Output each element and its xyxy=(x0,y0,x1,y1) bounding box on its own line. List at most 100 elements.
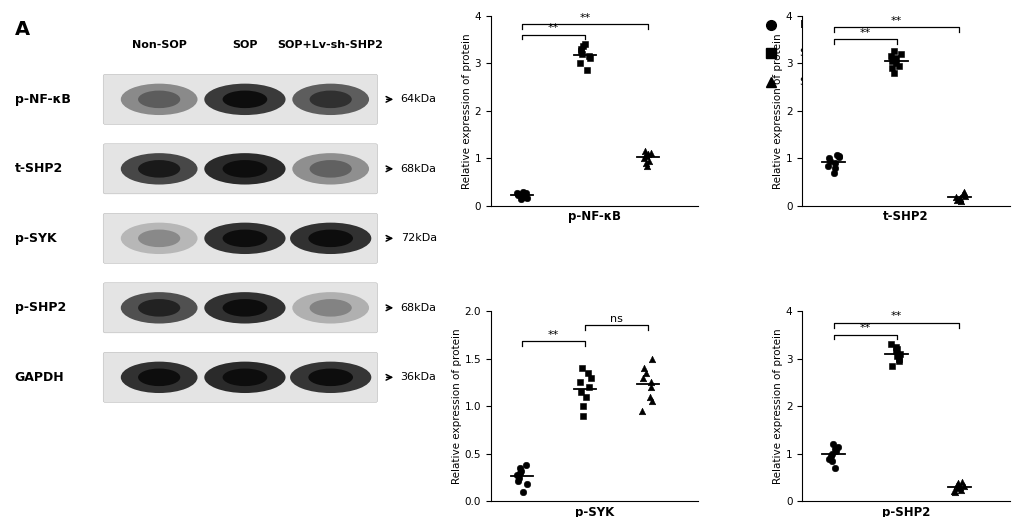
Point xyxy=(891,355,907,363)
Point xyxy=(643,355,659,363)
Text: ns: ns xyxy=(609,314,623,324)
Point xyxy=(893,50,909,58)
Point xyxy=(828,150,845,159)
Point xyxy=(954,190,970,199)
Ellipse shape xyxy=(310,90,352,108)
Point xyxy=(827,447,844,455)
Point xyxy=(571,59,587,67)
Point xyxy=(887,59,903,67)
Point xyxy=(956,191,972,200)
Point xyxy=(829,154,846,162)
Point xyxy=(574,402,590,410)
Ellipse shape xyxy=(138,299,180,316)
Text: SOP: SOP xyxy=(799,49,821,58)
Point xyxy=(951,193,967,202)
Ellipse shape xyxy=(222,369,267,386)
Point xyxy=(888,347,904,356)
Text: p-SHP2: p-SHP2 xyxy=(14,301,66,314)
Point xyxy=(886,69,902,77)
Text: Non-SOP: Non-SOP xyxy=(799,20,848,30)
Point xyxy=(634,407,650,415)
FancyBboxPatch shape xyxy=(103,352,377,402)
Point xyxy=(887,342,903,351)
Point xyxy=(642,148,658,157)
Point xyxy=(822,450,839,458)
Point xyxy=(641,157,657,165)
Point xyxy=(829,443,846,451)
Text: GAPDH: GAPDH xyxy=(14,371,64,384)
Point xyxy=(882,340,899,348)
Ellipse shape xyxy=(289,223,371,254)
Text: SOP+Lv-sh-SHP2: SOP+Lv-sh-SHP2 xyxy=(277,40,383,50)
Point xyxy=(953,478,969,486)
FancyBboxPatch shape xyxy=(103,74,377,125)
Point xyxy=(643,397,659,405)
Ellipse shape xyxy=(308,369,353,386)
Point xyxy=(819,154,836,162)
Ellipse shape xyxy=(292,84,369,115)
FancyBboxPatch shape xyxy=(103,283,377,333)
Point xyxy=(822,457,839,465)
Point xyxy=(511,464,527,472)
Point xyxy=(515,188,531,196)
Ellipse shape xyxy=(289,361,371,393)
Y-axis label: Relative expression of protein: Relative expression of protein xyxy=(451,328,462,484)
Point xyxy=(822,452,839,460)
Point xyxy=(882,52,899,60)
Text: **: ** xyxy=(579,12,590,23)
X-axis label: p-SHP2: p-SHP2 xyxy=(881,506,929,517)
Ellipse shape xyxy=(204,223,285,254)
Text: **: ** xyxy=(890,311,901,322)
Text: p-SYK: p-SYK xyxy=(14,232,56,245)
Point xyxy=(952,197,968,205)
Point xyxy=(891,349,907,358)
Ellipse shape xyxy=(204,361,285,393)
Point xyxy=(577,392,593,401)
Text: t-SHP2: t-SHP2 xyxy=(14,162,63,175)
Ellipse shape xyxy=(222,160,267,178)
Point xyxy=(951,483,967,491)
Point xyxy=(637,152,653,160)
Ellipse shape xyxy=(204,153,285,185)
Point xyxy=(517,192,533,201)
Ellipse shape xyxy=(292,153,369,185)
Text: 68kDa: 68kDa xyxy=(400,164,436,174)
Point xyxy=(638,150,654,159)
FancyBboxPatch shape xyxy=(103,214,377,263)
Point xyxy=(512,469,528,477)
Point xyxy=(950,479,966,488)
Point xyxy=(884,47,901,55)
Point xyxy=(580,383,596,391)
Y-axis label: Relative expression of protein: Relative expression of protein xyxy=(462,33,471,189)
Text: B: B xyxy=(495,20,511,39)
Point xyxy=(572,378,588,387)
Point xyxy=(579,66,595,74)
Point xyxy=(949,484,965,492)
Point xyxy=(642,383,658,391)
Point xyxy=(574,42,590,51)
Ellipse shape xyxy=(222,230,267,247)
X-axis label: t-SHP2: t-SHP2 xyxy=(882,210,928,223)
FancyBboxPatch shape xyxy=(103,144,377,194)
Point xyxy=(888,345,904,353)
Point xyxy=(825,164,842,172)
Ellipse shape xyxy=(138,90,180,108)
Point xyxy=(883,57,900,65)
Point xyxy=(826,464,843,472)
X-axis label: p-SYK: p-SYK xyxy=(575,506,613,517)
Point xyxy=(582,373,598,382)
Point xyxy=(826,445,843,453)
Ellipse shape xyxy=(292,292,369,324)
Text: **: ** xyxy=(859,323,870,333)
Ellipse shape xyxy=(204,292,285,324)
Point xyxy=(890,62,906,70)
Point xyxy=(639,149,655,158)
Text: 72kDa: 72kDa xyxy=(400,233,436,244)
Point xyxy=(580,52,596,60)
Point xyxy=(824,169,841,177)
Text: 68kDa: 68kDa xyxy=(400,303,436,313)
Point xyxy=(573,364,589,372)
Point xyxy=(951,195,967,203)
Point xyxy=(890,357,906,365)
Text: **: ** xyxy=(547,330,558,340)
